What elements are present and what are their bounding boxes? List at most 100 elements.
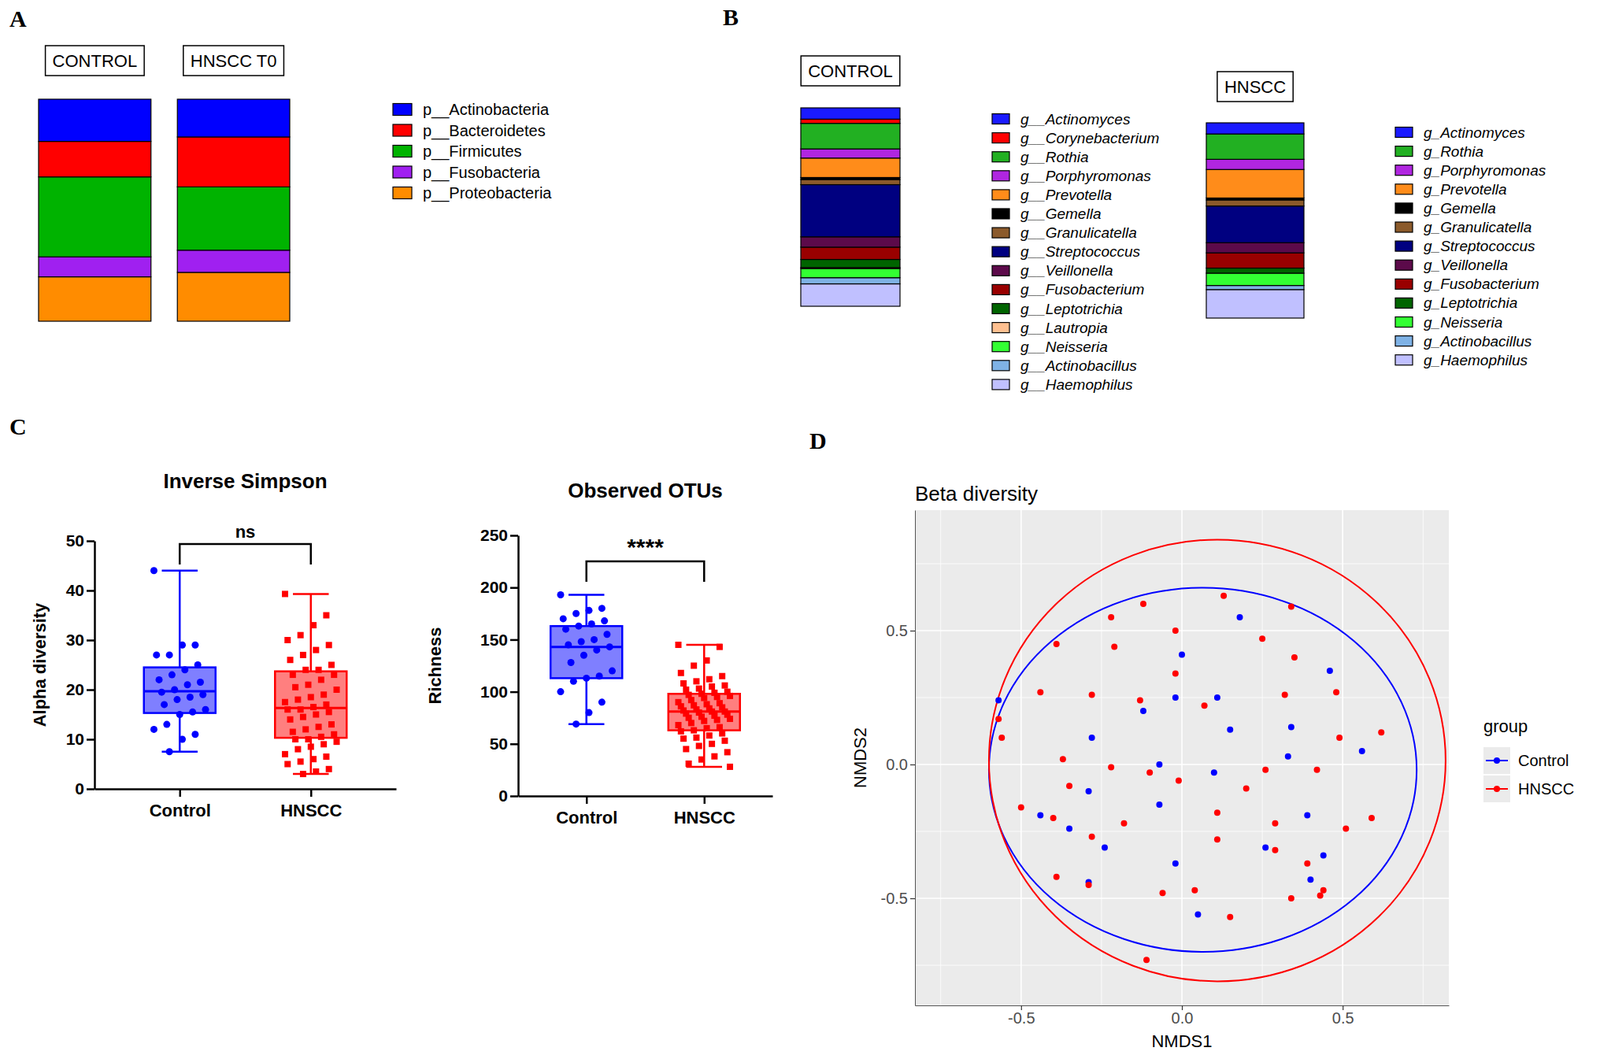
category-label: HNSCC: [1224, 77, 1286, 97]
tick: 200: [480, 577, 519, 597]
point: [1359, 748, 1366, 755]
point: [310, 703, 317, 711]
point: [726, 692, 734, 700]
point: [284, 761, 291, 768]
point: [706, 732, 713, 739]
tick: HNSCC: [674, 796, 736, 828]
grid-line-minor: [1262, 510, 1263, 1006]
legend-swatch: [992, 227, 1010, 238]
point: [320, 740, 327, 748]
tick-label: 30: [66, 630, 85, 649]
bar-segment: [800, 158, 900, 178]
y-axis: 01020304050: [66, 531, 96, 798]
point: [570, 677, 578, 686]
point: [1320, 887, 1327, 894]
point: [1271, 820, 1278, 827]
point: [559, 614, 567, 623]
tick-label: Control: [555, 807, 618, 828]
tick-label: 0: [74, 779, 85, 798]
point: [1333, 688, 1340, 696]
legend: p__Actinobacteriap__Bacteroidetesp__Firm…: [392, 100, 552, 203]
tick-mark: [86, 589, 95, 593]
point: [178, 736, 186, 744]
point: [1214, 809, 1221, 816]
point: [1303, 812, 1311, 819]
point: [1262, 766, 1269, 774]
bar-segment: [800, 118, 900, 123]
point: [1085, 788, 1093, 795]
point: [1120, 820, 1127, 827]
point: [1140, 707, 1147, 715]
category-box: [800, 55, 900, 86]
category-box: [1217, 71, 1293, 102]
scatter-chart: -0.50.00.5-0.50.00.5Beta diversityNMDS1N…: [850, 481, 1575, 1052]
point: [325, 766, 333, 773]
axis-line: [95, 788, 397, 791]
confidence-ellipse: [988, 539, 1446, 982]
point: [281, 699, 289, 706]
whisker: [585, 677, 588, 724]
tick-label: -0.5: [881, 889, 908, 908]
legend-swatch: [992, 284, 1010, 295]
point: [304, 736, 312, 743]
point: [160, 700, 168, 708]
legend-label: g__Haemophilus: [1020, 376, 1134, 393]
legend-label: p__Actinobacteria: [422, 100, 550, 119]
point: [716, 724, 723, 731]
bar-segment: [177, 186, 290, 250]
point: [333, 738, 341, 745]
tick-mark: [910, 630, 915, 632]
legend-swatch: [1395, 336, 1413, 347]
whisker: [703, 644, 706, 694]
bar-segment: [1206, 285, 1304, 290]
category-box: [183, 45, 285, 76]
tick: 30: [66, 630, 95, 649]
tick: 0.5: [1332, 1005, 1355, 1027]
y-axis: 050100150200250: [480, 525, 519, 805]
point: [603, 630, 611, 638]
legend-title: group: [1483, 716, 1528, 737]
legend-label: g__Veillonella: [1020, 262, 1114, 279]
point: [150, 566, 158, 575]
tick-mark: [178, 788, 182, 797]
point: [706, 676, 713, 683]
tick-label: 0.0: [1171, 1009, 1194, 1027]
legend-label: g__Actinobacillus: [1020, 357, 1138, 375]
point: [292, 684, 299, 691]
point: [590, 636, 598, 644]
point: [1211, 769, 1218, 776]
point: [312, 647, 319, 654]
tick: 150: [480, 630, 519, 649]
tick-label: HNSCC: [674, 807, 736, 828]
point: [1336, 734, 1343, 741]
point: [556, 591, 564, 599]
legend-label: g_Granulicatella: [1423, 218, 1532, 236]
point: [168, 671, 176, 679]
point: [1191, 887, 1198, 894]
legend-label: g_Fusobacterium: [1423, 275, 1540, 293]
tick: HNSCC: [280, 788, 342, 821]
point: [1281, 692, 1289, 699]
point: [325, 708, 333, 715]
y-axis-title: Alpha diversity: [29, 602, 50, 727]
point: [572, 720, 580, 728]
point: [191, 730, 199, 738]
axis-line: [93, 541, 97, 790]
box-chart: 01020304050ControlHNSCCInverse SimpsonAl…: [29, 469, 397, 821]
box: [274, 671, 347, 738]
bar-segment: [1206, 289, 1304, 319]
bar-segment: [1206, 242, 1304, 253]
point: [302, 725, 309, 733]
y-axis: -0.50.00.5: [881, 511, 916, 1007]
point: [1050, 814, 1057, 822]
bar-segment: [1206, 133, 1304, 160]
chart-title: Observed OTUs: [567, 478, 723, 503]
point: [1317, 892, 1324, 900]
point: [721, 682, 728, 689]
point: [1107, 763, 1115, 771]
tick-mark: [703, 796, 707, 804]
point: [1088, 692, 1096, 699]
point: [310, 622, 317, 629]
point: [685, 760, 693, 767]
point: [330, 731, 338, 738]
